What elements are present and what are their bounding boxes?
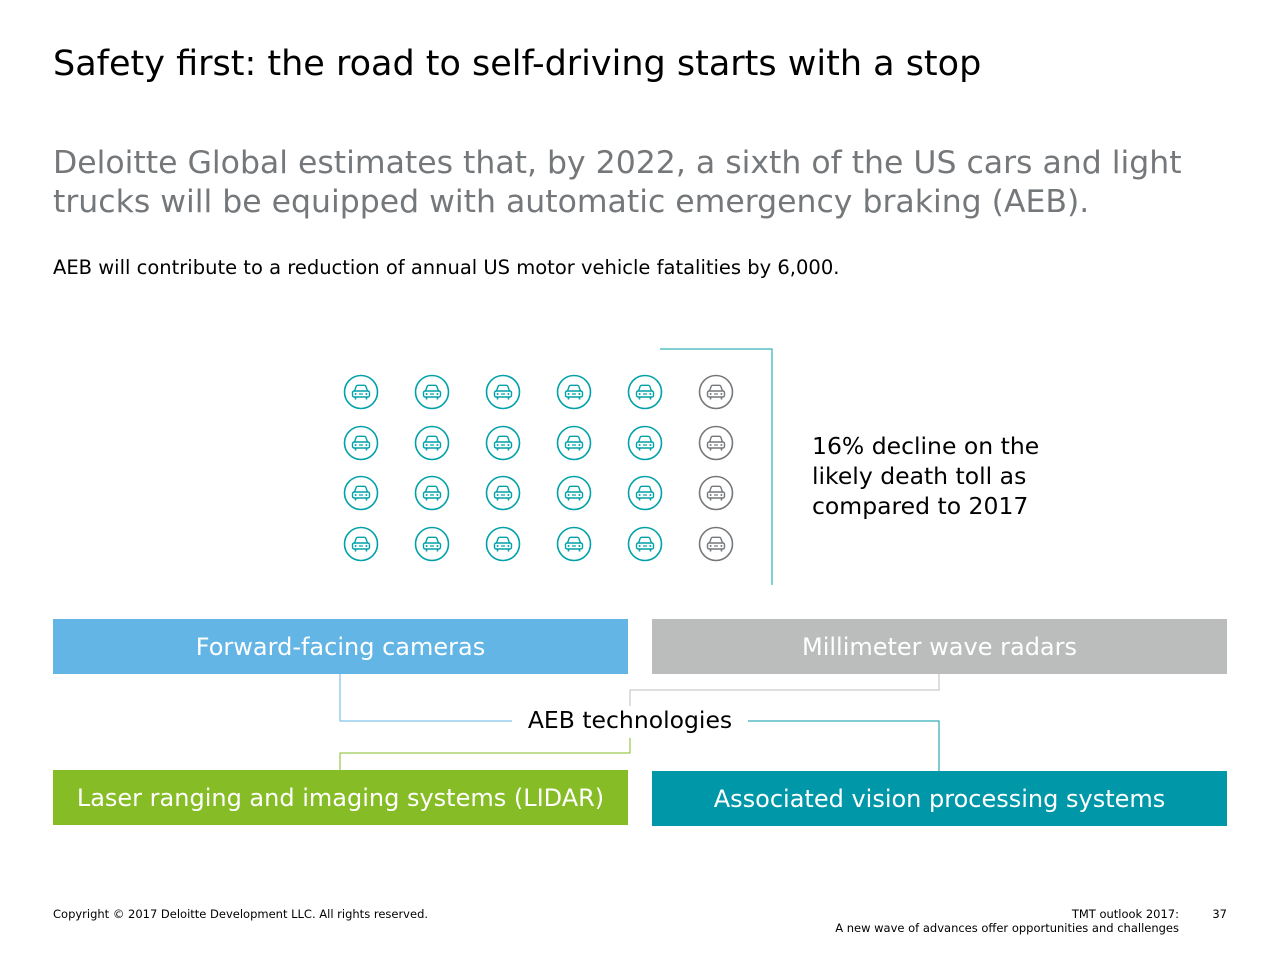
footer-report-title: TMT outlook 2017: A new wave of advances…	[835, 907, 1179, 935]
bracket-line	[660, 348, 773, 585]
stat-callout: 16% decline on the likely death toll as …	[812, 432, 1040, 520]
tech-box-label: Laser ranging and imaging systems (LIDAR…	[76, 783, 605, 812]
tech-box-label: Associated vision processing systems	[713, 784, 1166, 813]
body-text: AEB will contribute to a reduction of an…	[53, 256, 840, 279]
connector-lidar	[339, 738, 631, 770]
tech-box-label: Forward-facing cameras	[195, 632, 486, 661]
tech-box-cameras: Forward-facing cameras	[53, 619, 628, 674]
footer-copyright: Copyright © 2017 Deloitte Development LL…	[53, 907, 429, 921]
footer-report-name: TMT outlook 2017:	[1071, 907, 1179, 921]
tech-box-lidar: Laser ranging and imaging systems (LIDAR…	[53, 770, 628, 825]
slide-subtitle: Deloitte Global estimates that, by 2022,…	[53, 145, 1182, 220]
footer-report-tagline: A new wave of advances offer opportuniti…	[835, 921, 1179, 935]
connector-cameras	[339, 674, 512, 722]
page-number: 37	[1212, 907, 1227, 921]
tech-box-vision: Associated vision processing systems	[652, 771, 1227, 826]
slide-title: Safety first: the road to self-driving s…	[53, 44, 982, 84]
tech-box-label: Millimeter wave radars	[801, 632, 1077, 661]
tech-box-radars: Millimeter wave radars	[652, 619, 1227, 674]
connector-radars	[629, 674, 940, 706]
aeb-technologies-label: AEB technologies	[512, 706, 748, 734]
connector-vision	[748, 720, 940, 771]
